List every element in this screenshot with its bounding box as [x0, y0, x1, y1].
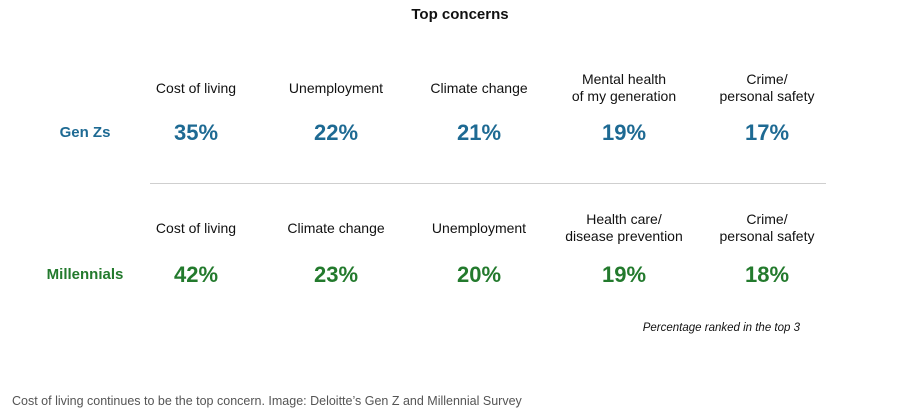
concern-value: 21% — [456, 120, 502, 145]
chart-title: Top concerns — [411, 6, 509, 23]
group-label: Gen Zs — [59, 124, 111, 141]
concern-value: 17% — [744, 120, 790, 145]
concern-value: 23% — [313, 262, 359, 287]
concern-value: 35% — [173, 120, 219, 145]
concern-value: 18% — [744, 262, 790, 287]
concern-label: Cost of living — [155, 219, 237, 236]
concern-label: Unemployment — [431, 219, 527, 236]
chart-note: Percentage ranked in the top 3 — [642, 322, 800, 334]
concern-label: Crime/personal safety — [719, 71, 815, 104]
concern-value: 22% — [313, 120, 359, 145]
concern-label: Health care/disease prevention — [565, 211, 683, 244]
concern-label: Unemployment — [288, 79, 384, 96]
concern-value: 20% — [456, 262, 502, 287]
concern-label: Crime/personal safety — [719, 211, 815, 244]
concern-label: Climate change — [430, 79, 528, 96]
concern-value: 19% — [601, 120, 647, 145]
concern-label: Climate change — [287, 219, 385, 236]
group-divider — [150, 183, 826, 184]
concern-label: Cost of living — [155, 79, 237, 96]
concern-value: 42% — [173, 262, 219, 287]
concern-label: Mental health of my generation — [571, 71, 677, 104]
image-caption: Cost of living continues to be the top c… — [12, 394, 522, 408]
group-label: Millennials — [46, 266, 124, 283]
concern-value: 19% — [601, 262, 647, 287]
